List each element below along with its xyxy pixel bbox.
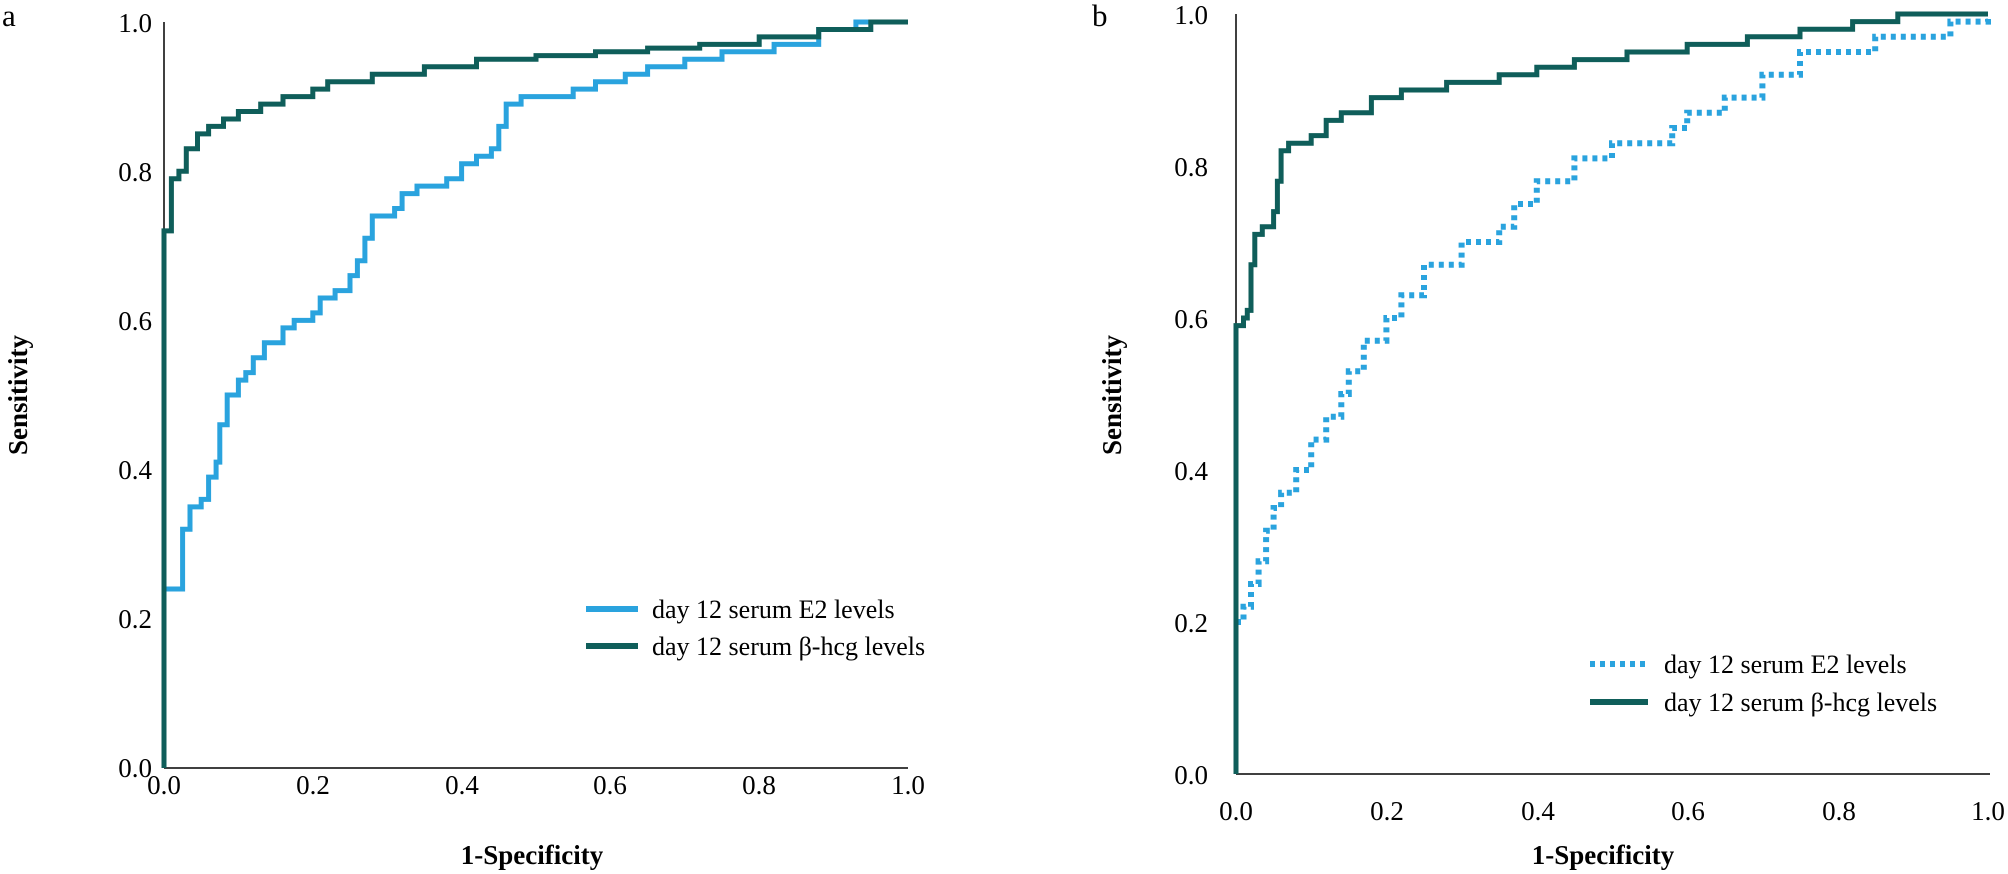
panel-a-x-tick: 1.0	[891, 770, 925, 800]
panel-a-x-tick: 0.2	[296, 770, 330, 800]
panel-a-curve-e2	[161, 19, 908, 768]
panel-a-legend-label-e2: day 12 serum E2 levels	[652, 595, 895, 624]
panel-a-y-tick: 0.2	[118, 604, 152, 634]
panel-a-x-tick: 0.4	[445, 770, 479, 800]
panel-b-y-tick: 0.4	[1174, 456, 1208, 486]
panel-b-legend-label-e2: day 12 serum E2 levels	[1664, 650, 1907, 679]
panel-a-x-tick: 0.0	[147, 770, 181, 800]
panel-a-legend-label-hcg: day 12 serum β-hcg levels	[652, 632, 925, 661]
panel-b-curve-hcg	[1233, 11, 1988, 774]
panel-b-x-tick: 1.0	[1971, 796, 2005, 826]
panel-b-y-tick: 0.0	[1174, 760, 1208, 790]
panel-a-x-tick: 0.8	[742, 770, 776, 800]
panel-b-x-tick: 0.4	[1521, 796, 1555, 826]
panel-a-x-ticks: 0.0 0.2 0.4 0.6 0.8 1.0	[147, 770, 925, 800]
panel-a-curves	[161, 19, 908, 768]
panel-b-legend: day 12 serum E2 levels day 12 serum β-hc…	[1590, 650, 1937, 717]
panel-b-x-title: 1-Specificity	[1532, 840, 1675, 870]
panel-a-y-ticks: 0.0 0.2 0.4 0.6 0.8 1.0	[118, 8, 152, 783]
panel-b-x-tick: 0.2	[1370, 796, 1404, 826]
panel-b-y-tick: 0.8	[1174, 152, 1208, 182]
panel-b-curve-e2	[1236, 14, 1991, 625]
panel-b-y-ticks: 0.0 0.2 0.4 0.6 0.8 1.0	[1174, 0, 1208, 790]
panel-a-letter: a	[2, 0, 16, 33]
panel-a-legend: day 12 serum E2 levels day 12 serum β-hc…	[586, 595, 925, 661]
panel-a-y-tick: 0.8	[118, 157, 152, 187]
panel-a-x-title: 1-Specificity	[461, 840, 604, 870]
panel-b-y-tick: 1.0	[1174, 0, 1208, 30]
panel-b-curves	[1233, 11, 1991, 774]
panel-b-x-tick: 0.8	[1822, 796, 1856, 826]
panel-b-legend-label-hcg: day 12 serum β-hcg levels	[1664, 688, 1937, 717]
panel-a-y-title: Sensitivity	[3, 334, 33, 455]
panel-b-letter: b	[1092, 0, 1108, 33]
panel-b-y-title: Sensitivity	[1097, 334, 1127, 455]
panel-b: b 0.0 0.2 0.4 0.6 0.8 1.0 0.0 0.2 0.4 0.…	[1092, 0, 2005, 870]
panel-b-x-ticks: 0.0 0.2 0.4 0.6 0.8 1.0	[1219, 796, 2005, 826]
panel-a-y-tick: 0.0	[118, 753, 152, 783]
panel-a-curve-hcg	[161, 19, 908, 768]
panel-a-y-tick: 0.6	[118, 306, 152, 336]
panel-a-y-tick: 1.0	[118, 8, 152, 38]
panel-b-y-tick: 0.2	[1174, 608, 1208, 638]
panel-b-y-tick: 0.6	[1174, 304, 1208, 334]
panel-b-x-tick: 0.6	[1671, 796, 1705, 826]
panel-a: a 0.0 0.2 0.4 0.6 0.8 1.0 0.0 0.2 0.4 0.…	[2, 0, 925, 870]
panel-a-x-tick: 0.6	[593, 770, 627, 800]
panel-a-y-tick: 0.4	[118, 455, 152, 485]
panel-b-x-tick: 0.0	[1219, 796, 1253, 826]
